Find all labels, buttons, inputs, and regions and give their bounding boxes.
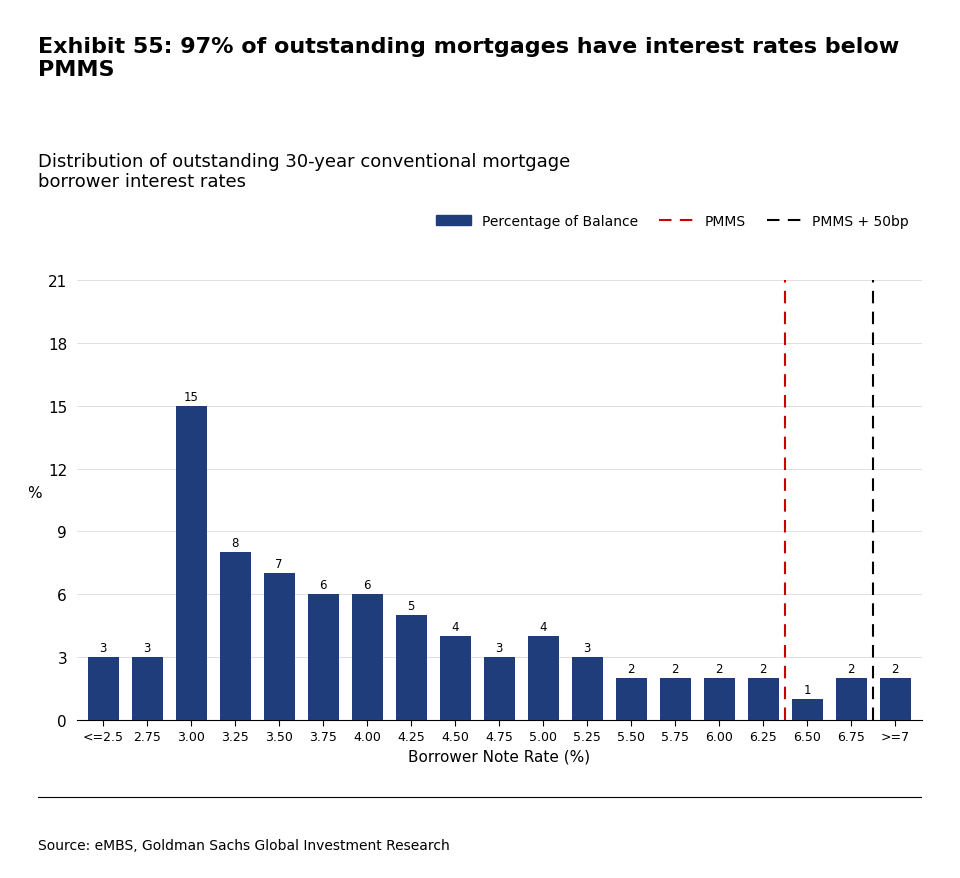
Bar bbox=[572, 658, 603, 720]
Bar bbox=[792, 699, 823, 720]
Text: 4: 4 bbox=[451, 620, 459, 633]
Text: Exhibit 55: 97% of outstanding mortgages have interest rates below PMMS: Exhibit 55: 97% of outstanding mortgages… bbox=[38, 37, 900, 80]
Bar bbox=[220, 553, 251, 720]
Bar bbox=[308, 594, 339, 720]
Bar bbox=[704, 678, 734, 720]
Text: 8: 8 bbox=[231, 536, 239, 550]
Text: Distribution of outstanding 30-year conventional mortgage
borrower interest rate: Distribution of outstanding 30-year conv… bbox=[38, 153, 570, 191]
X-axis label: Borrower Note Rate (%): Borrower Note Rate (%) bbox=[408, 749, 590, 764]
Bar bbox=[264, 573, 295, 720]
Bar bbox=[87, 658, 119, 720]
Bar bbox=[836, 678, 867, 720]
Text: 2: 2 bbox=[759, 662, 767, 675]
Text: 6: 6 bbox=[364, 579, 371, 592]
Bar bbox=[351, 594, 383, 720]
Text: 3: 3 bbox=[100, 641, 107, 654]
Text: 1: 1 bbox=[804, 683, 811, 696]
Text: 3: 3 bbox=[584, 641, 591, 654]
Bar bbox=[396, 615, 426, 720]
Bar bbox=[879, 678, 911, 720]
Legend: Percentage of Balance, PMMS, PMMS + 50bp: Percentage of Balance, PMMS, PMMS + 50bp bbox=[430, 209, 915, 234]
Bar bbox=[748, 678, 779, 720]
Text: 5: 5 bbox=[407, 600, 415, 612]
Bar bbox=[440, 637, 470, 720]
Bar bbox=[615, 678, 647, 720]
Text: Source: eMBS, Goldman Sachs Global Investment Research: Source: eMBS, Goldman Sachs Global Inves… bbox=[38, 838, 450, 852]
Text: 4: 4 bbox=[540, 620, 547, 633]
Text: 3: 3 bbox=[143, 641, 151, 654]
Bar bbox=[484, 658, 515, 720]
Text: 6: 6 bbox=[320, 579, 327, 592]
Bar bbox=[132, 658, 162, 720]
Text: 15: 15 bbox=[183, 390, 199, 403]
Text: 2: 2 bbox=[671, 662, 679, 675]
Text: 2: 2 bbox=[848, 662, 855, 675]
Bar bbox=[176, 407, 206, 720]
Bar bbox=[660, 678, 690, 720]
Text: 2: 2 bbox=[892, 662, 899, 675]
Y-axis label: %: % bbox=[27, 486, 41, 500]
Text: 2: 2 bbox=[715, 662, 723, 675]
Text: 7: 7 bbox=[276, 558, 283, 571]
Bar bbox=[528, 637, 559, 720]
Text: 3: 3 bbox=[495, 641, 503, 654]
Text: 2: 2 bbox=[628, 662, 635, 675]
